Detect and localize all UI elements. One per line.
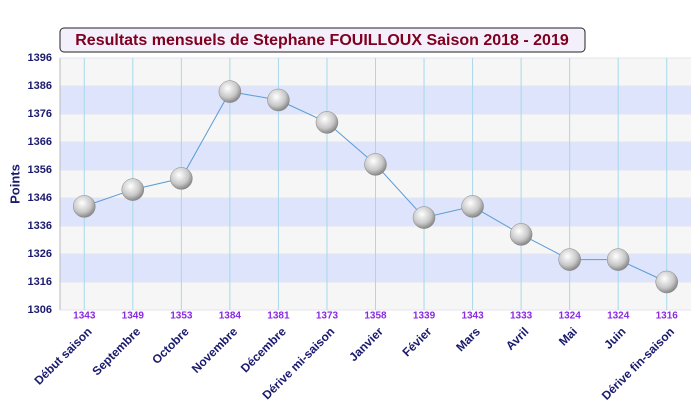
- data-label: 1324: [559, 311, 582, 322]
- data-label: 1358: [364, 311, 387, 322]
- data-point: [412, 206, 436, 229]
- data-label: 1333: [510, 311, 533, 322]
- data-label: 1384: [219, 311, 242, 322]
- x-tick-label: Janvier: [346, 324, 386, 364]
- y-tick-label: 1366: [28, 136, 52, 148]
- x-tick-label: Mai: [556, 324, 580, 348]
- data-point: [121, 178, 145, 201]
- data-point: [218, 80, 242, 103]
- y-tick-label: 1326: [28, 248, 52, 260]
- data-label: 1353: [170, 311, 193, 322]
- y-tick-label: 1386: [28, 80, 52, 92]
- x-tick-label: Mars: [453, 324, 483, 354]
- x-tick-label: Début saison: [31, 324, 94, 387]
- x-tick-label: Décembre: [238, 324, 289, 375]
- x-tick-label: Févier: [400, 324, 435, 359]
- title-box: [59, 27, 586, 53]
- data-point: [267, 88, 290, 112]
- data-point: [315, 111, 339, 134]
- data-label: 1381: [267, 311, 290, 322]
- y-tick-label: 1316: [28, 276, 52, 288]
- data-point: [461, 195, 484, 218]
- data-label: 1373: [316, 311, 339, 322]
- x-tick-label: Septembre: [89, 324, 143, 378]
- y-tick-label: 1306: [28, 304, 52, 316]
- chart-title: Resultats mensuels de Stephane FOUILLOUX…: [75, 32, 569, 49]
- data-label: 1316: [656, 311, 679, 322]
- data-label: 1343: [461, 311, 484, 322]
- data-point: [170, 167, 193, 190]
- data-label: 1324: [607, 311, 630, 322]
- x-tick-label: Juin: [601, 324, 628, 351]
- data-point: [364, 153, 387, 176]
- y-axis-label: Points: [7, 164, 22, 204]
- data-point: [73, 195, 96, 218]
- data-point: [655, 270, 678, 294]
- data-label: 1339: [413, 311, 436, 322]
- data-point: [558, 248, 581, 271]
- y-tick-label: 1396: [28, 52, 52, 64]
- data-label: 1343: [73, 311, 96, 322]
- x-tick-label: Novembre: [189, 324, 241, 376]
- x-tick-label: Avril: [503, 324, 531, 352]
- plot-area: [59, 57, 691, 311]
- y-tick-label: 1376: [28, 108, 52, 120]
- data-point: [606, 248, 630, 271]
- data-point: [509, 223, 533, 246]
- y-tick-label: 1356: [28, 164, 52, 176]
- data-label: 1349: [122, 311, 145, 322]
- y-tick-label: 1346: [28, 192, 52, 204]
- x-tick-label: Octobre: [149, 324, 192, 367]
- y-tick-label: 1336: [28, 220, 52, 232]
